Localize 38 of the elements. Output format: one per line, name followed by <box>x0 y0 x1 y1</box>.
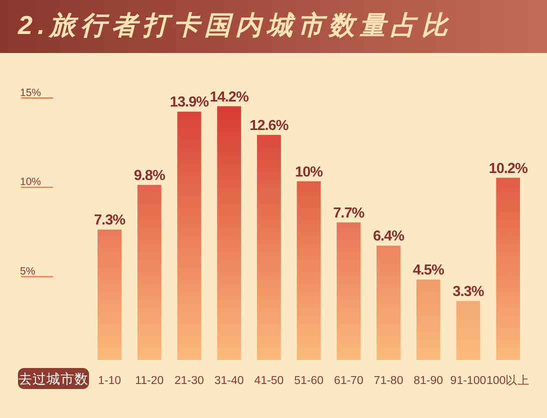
chart-title: 2.旅行者打卡国内城市数量占比 <box>17 10 453 40</box>
x-tick-label: 41-50 <box>254 375 284 387</box>
data-label: 3.3% <box>452 284 484 300</box>
data-label: 14.2% <box>210 89 249 106</box>
bar <box>98 230 122 360</box>
data-label: 9.8% <box>134 168 166 184</box>
bar <box>217 106 242 360</box>
bar <box>256 134 281 360</box>
y-tick-label: 10% <box>20 176 42 188</box>
y-tick-label: 5% <box>20 265 36 278</box>
x-tick-label: 100以上 <box>486 374 530 387</box>
x-tick-label: 1-10 <box>98 375 122 387</box>
bar <box>177 112 202 360</box>
x-axis-title: 去过城市数 <box>18 372 88 386</box>
data-label: 10.2% <box>488 160 528 177</box>
data-label: 12.6% <box>250 118 289 134</box>
data-label: 4.5% <box>412 262 444 279</box>
bar <box>296 181 321 360</box>
bar <box>336 222 361 360</box>
data-label: 7.3% <box>94 212 126 229</box>
data-label: 6.4% <box>372 228 405 245</box>
bar <box>496 178 520 360</box>
x-tick-label: 31-40 <box>214 375 244 387</box>
x-tick-label: 51-60 <box>294 375 324 387</box>
data-label: 10% <box>295 164 324 180</box>
bar <box>416 280 440 360</box>
x-tick-label: 91-100 <box>450 375 486 387</box>
x-tick-label: 71-80 <box>374 375 404 387</box>
bar <box>376 246 400 360</box>
y-tick-label: 15% <box>20 86 42 99</box>
data-label: 13.9% <box>170 94 210 111</box>
bar <box>456 301 480 360</box>
x-tick-label: 81-90 <box>414 375 444 387</box>
x-tick-label: 61-70 <box>334 375 364 387</box>
x-tick-label: 11-20 <box>135 375 164 387</box>
x-tick-label: 21-30 <box>174 375 204 387</box>
data-label: 7.7% <box>333 205 365 222</box>
bar <box>137 184 162 360</box>
